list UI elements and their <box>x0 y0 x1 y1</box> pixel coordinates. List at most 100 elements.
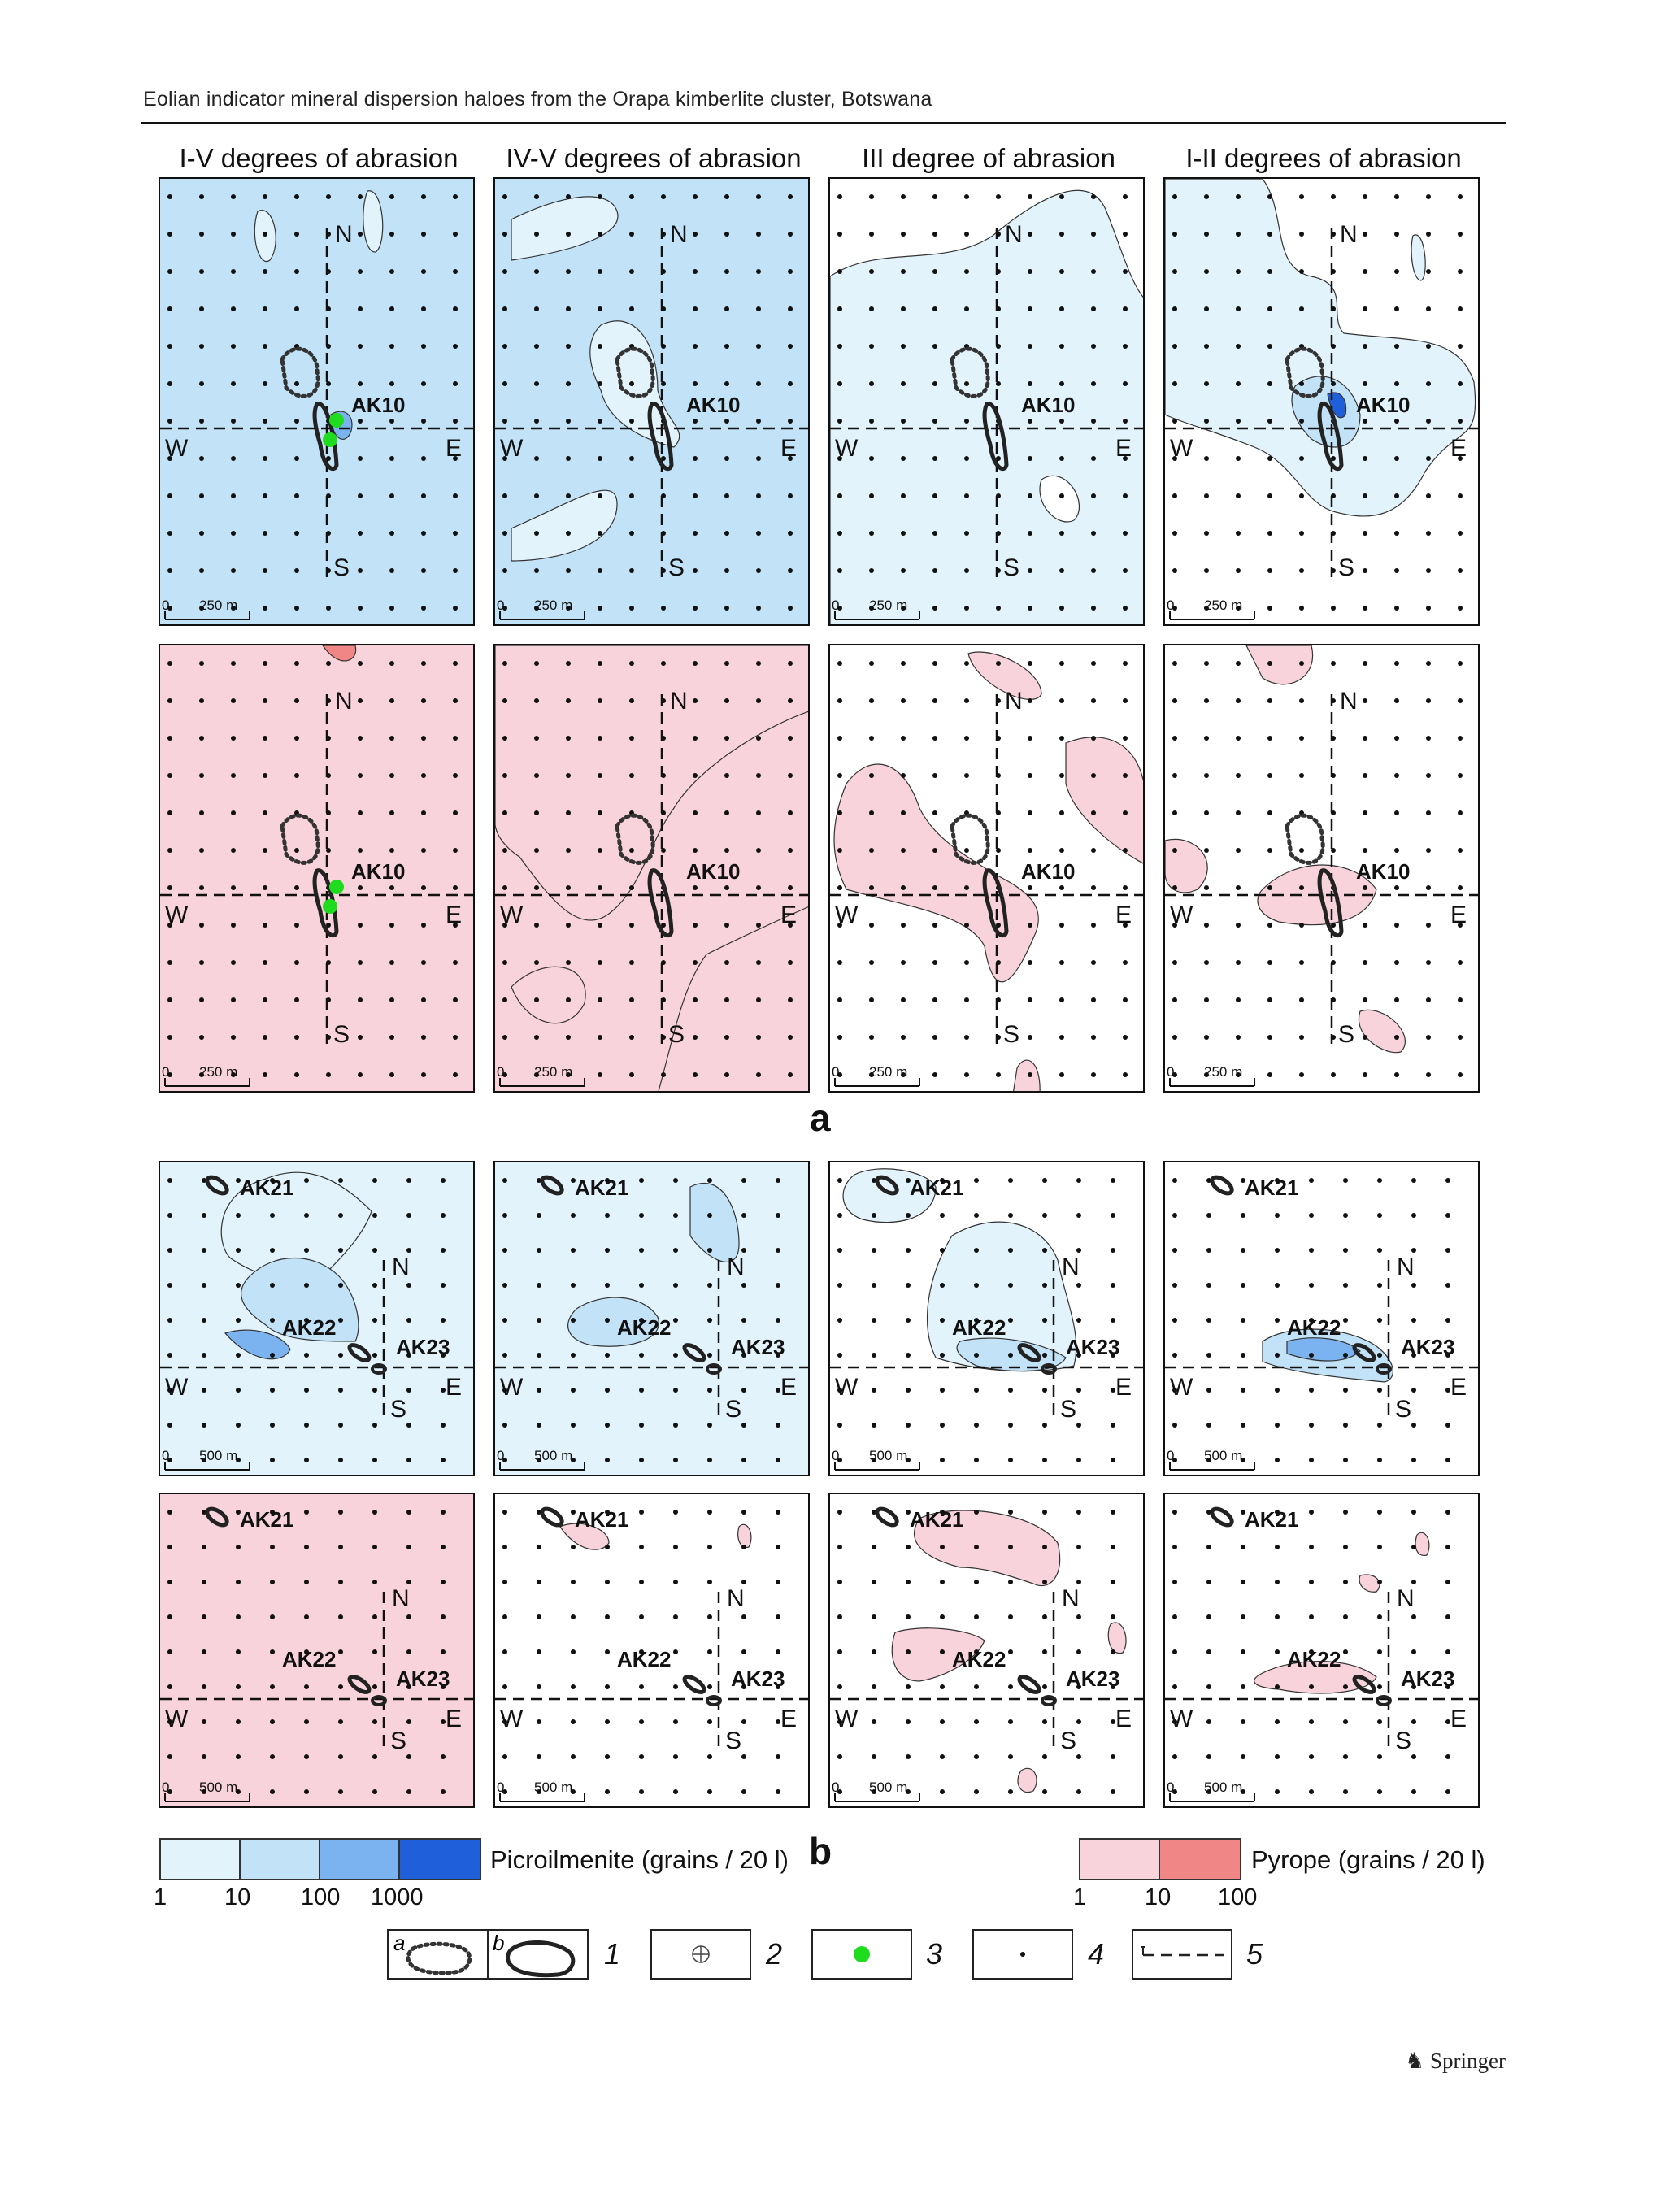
sample-point <box>566 810 571 815</box>
sample-point <box>1458 381 1463 386</box>
sample-point <box>901 194 906 199</box>
sample-point <box>1172 1789 1177 1794</box>
sample-point <box>571 1283 576 1288</box>
sample-point <box>788 381 793 386</box>
sample-point <box>788 661 793 666</box>
sample-point <box>358 810 363 815</box>
sample-point <box>639 1580 644 1584</box>
sample-point <box>502 1789 507 1794</box>
sample-point <box>1363 194 1367 199</box>
halo-contour-2 <box>737 1523 752 1548</box>
sample-point <box>1445 1213 1450 1218</box>
sample-point <box>1028 606 1032 611</box>
sample-point <box>1123 606 1128 611</box>
sample-point <box>231 1072 236 1077</box>
east-label: E <box>780 1374 797 1401</box>
sample-point <box>534 493 539 498</box>
sample-point <box>1123 344 1128 349</box>
sample-point <box>629 885 634 890</box>
sample-point <box>1091 960 1096 965</box>
sample-point <box>940 1458 945 1462</box>
sample-point <box>1299 773 1304 778</box>
sample-point <box>1059 344 1064 349</box>
south-label: S <box>668 1021 685 1048</box>
sample-point <box>932 606 937 611</box>
sample-point <box>756 344 761 349</box>
sample-point <box>707 1388 712 1393</box>
pipe-label-ak10: AK10 <box>686 393 740 417</box>
sample-point <box>906 1458 911 1462</box>
sample-point <box>441 1283 446 1288</box>
sample-point <box>1042 1248 1047 1253</box>
north-label: N <box>392 1585 410 1612</box>
map-panel-r4-c3: N S E W AK21 AK22 AK23 0 500 m <box>828 1493 1145 1808</box>
sample-point <box>502 1035 507 1040</box>
sample-point <box>1267 344 1272 349</box>
sample-point <box>724 269 729 274</box>
ak10-pipe-outline <box>312 868 339 938</box>
sample-point <box>639 1614 644 1619</box>
sample-point <box>1331 923 1336 928</box>
picroilmenite-legend-title: Picroilmenite (grains / 20 l) <box>490 1845 789 1874</box>
sample-point <box>906 1213 911 1218</box>
sample-point <box>1394 456 1399 461</box>
sample-point <box>421 1072 426 1077</box>
sample-point <box>639 1353 644 1358</box>
sample-point <box>441 1318 446 1323</box>
sample-point <box>693 344 698 349</box>
sample-point <box>1059 810 1064 815</box>
sample-point <box>693 381 698 386</box>
sample-point <box>502 419 507 424</box>
scale-length-label: 250 m <box>199 598 237 613</box>
sample-point <box>270 1388 275 1393</box>
sample-point <box>1267 456 1272 461</box>
sample-point <box>598 810 602 815</box>
sample-point <box>406 1614 411 1619</box>
sample-point <box>901 606 906 611</box>
sample-point <box>756 810 761 815</box>
sample-point <box>1363 773 1367 778</box>
sample-point <box>1426 1072 1431 1077</box>
sample-point <box>693 1035 698 1040</box>
sample-point <box>1028 531 1032 536</box>
scale-zero-label: 0 <box>832 598 839 613</box>
sample-point <box>534 344 539 349</box>
sample-point <box>693 232 698 237</box>
halo-contour-2 <box>833 763 1039 983</box>
south-label: S <box>333 1021 350 1048</box>
sample-point <box>338 1283 343 1288</box>
sample-point <box>940 1754 945 1759</box>
sample-point <box>1076 1388 1081 1393</box>
sample-point <box>788 269 793 274</box>
sample-point <box>837 1423 842 1428</box>
sample-point <box>167 810 172 815</box>
sample-point <box>974 1423 979 1428</box>
picroilmenite-tick-100: 100 <box>301 1884 341 1910</box>
sample-point <box>756 736 761 741</box>
sample-point <box>1123 885 1128 890</box>
sample-point <box>167 1614 172 1619</box>
north-label: N <box>335 688 353 715</box>
sample-point <box>724 736 729 741</box>
sample-point <box>1411 1213 1416 1218</box>
sample-point <box>167 1580 172 1584</box>
south-label: S <box>1060 1727 1076 1754</box>
sample-point <box>629 306 634 311</box>
legend-symbol-4-number: 4 <box>1088 1937 1105 1971</box>
map-panel-r1-c1: N S E W AK10 0 250 m <box>159 177 475 626</box>
sample-point <box>1123 960 1128 965</box>
sample-point <box>598 885 602 890</box>
legend-symbol-3-number: 3 <box>926 1937 943 1971</box>
sample-point <box>932 848 937 853</box>
sample-point <box>231 306 236 311</box>
sample-point <box>304 1248 309 1253</box>
sample-point <box>629 269 634 274</box>
sample-point <box>263 773 267 778</box>
buried-pipe-outline <box>1285 346 1325 398</box>
sample-point <box>901 456 906 461</box>
sample-point <box>270 1248 275 1253</box>
sample-point <box>167 661 172 666</box>
sample-point <box>389 661 394 666</box>
sample-point <box>872 1423 876 1428</box>
